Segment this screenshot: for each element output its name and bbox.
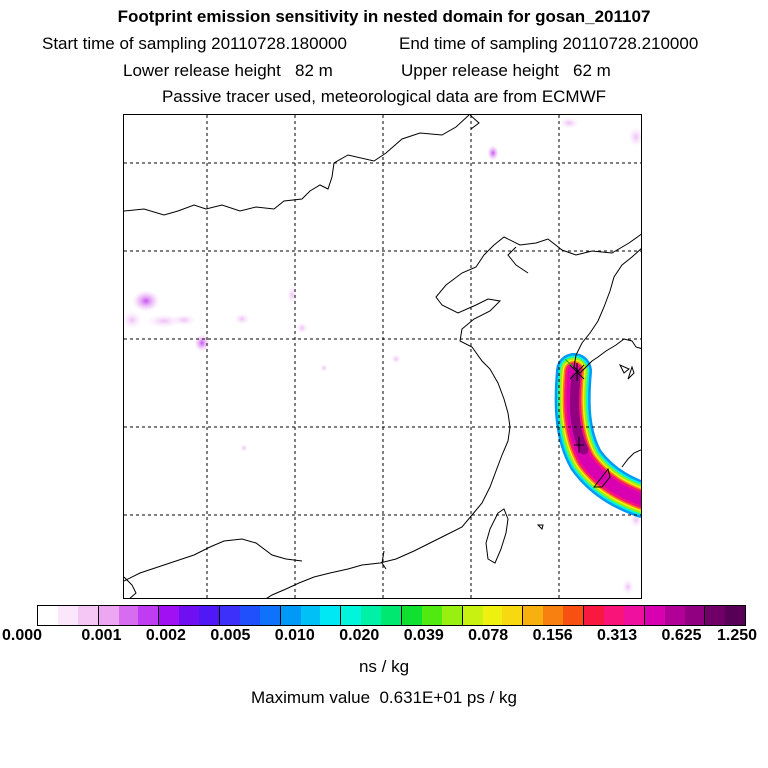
colorbar-swatch xyxy=(118,606,139,625)
colorbar-swatch xyxy=(684,606,706,625)
colorbar-swatch xyxy=(239,606,260,625)
colorbar-tick-label: 0.625 xyxy=(661,627,702,644)
colorbar-swatch xyxy=(280,606,301,625)
colorbar-tick-label: 0.020 xyxy=(339,627,380,644)
colorbar-swatch xyxy=(57,606,78,625)
colorbar-swatch xyxy=(644,606,665,625)
colorbar-swatch xyxy=(138,606,160,625)
colorbar-swatch xyxy=(563,606,585,625)
colorbar-tick-label: 0.156 xyxy=(532,627,573,644)
colorbar-swatch xyxy=(381,606,403,625)
colorbar xyxy=(37,605,746,626)
colorbar-swatch xyxy=(705,606,726,625)
colorbar-swatch xyxy=(341,606,362,625)
colorbar-swatch xyxy=(77,606,99,625)
colorbar-swatch xyxy=(664,606,685,625)
colorbar-tick-label: 0.005 xyxy=(210,627,251,644)
colorbar-swatch xyxy=(320,606,342,625)
colorbar-swatch xyxy=(543,606,564,625)
coastlines xyxy=(124,115,641,598)
colorbar-tick-label: 0.313 xyxy=(597,627,638,644)
colorbar-swatch xyxy=(38,606,58,625)
map-title: Footprint emission sensitivity in nested… xyxy=(117,7,651,26)
colorbar-swatch xyxy=(523,606,544,625)
colorbar-swatch xyxy=(462,606,483,625)
colorbar-tick-label: 0.010 xyxy=(274,627,315,644)
end-time-label: End time of sampling 20110728.210000 xyxy=(399,34,699,53)
colorbar-swatch xyxy=(220,606,240,625)
colorbar-swatch xyxy=(482,606,503,625)
units-label: ns / kg xyxy=(358,657,410,676)
sensitivity-patches xyxy=(124,117,641,595)
colorbar-swatch xyxy=(623,606,645,625)
lower-release-label: Lower release height 82 m xyxy=(123,61,333,80)
colorbar-tick-label: 0.039 xyxy=(403,627,444,644)
start-time-label: Start time of sampling 20110728.180000 xyxy=(42,34,347,53)
max-value-label: Maximum value 0.631E+01 ps / kg xyxy=(251,688,517,707)
lat-lon-grid xyxy=(124,115,641,598)
colorbar-tick-label: 0.002 xyxy=(145,627,186,644)
colorbar-swatch xyxy=(725,606,746,625)
colorbar-swatch xyxy=(584,606,604,625)
release-markers xyxy=(564,358,585,453)
colorbar-tick-label: 0.000 xyxy=(1,627,43,644)
upper-release-label: Upper release height 62 m xyxy=(401,61,611,80)
colorbar-ticks: 0.000 0.001 0.002 0.005 0.010 0.020 0.039 0.078… xyxy=(0,627,768,647)
colorbar-swatch xyxy=(441,606,463,625)
colorbar-swatch xyxy=(421,606,442,625)
colorbar-swatch xyxy=(98,606,119,625)
colorbar-swatch xyxy=(603,606,624,625)
map-panel xyxy=(123,114,642,599)
tracer-label: Passive tracer used, meteorological data… xyxy=(161,87,607,106)
colorbar-swatch xyxy=(259,606,281,625)
colorbar-swatch xyxy=(361,606,382,625)
colorbar-swatch xyxy=(199,606,221,625)
plume xyxy=(554,353,641,518)
colorbar-swatch xyxy=(179,606,200,625)
colorbar-tick-label: 0.078 xyxy=(468,627,509,644)
colorbar-tick-label: 1.250 xyxy=(716,627,758,644)
colorbar-swatch xyxy=(159,606,180,625)
colorbar-tick-label: 0.001 xyxy=(81,627,122,644)
colorbar-swatch xyxy=(402,606,422,625)
map-canvas xyxy=(124,115,641,598)
colorbar-swatch xyxy=(300,606,321,625)
colorbar-swatch xyxy=(502,606,524,625)
